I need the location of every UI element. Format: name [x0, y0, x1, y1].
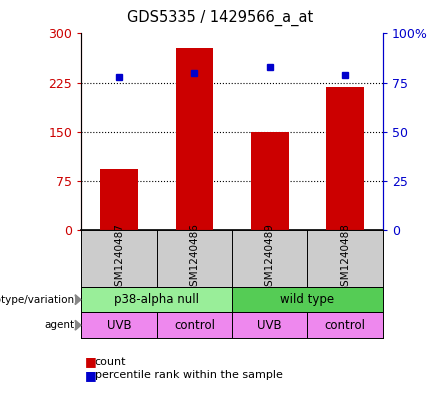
Bar — [100, 169, 138, 230]
Bar — [308, 312, 383, 338]
Bar — [81, 287, 232, 312]
Text: ■: ■ — [85, 355, 97, 368]
Text: ■: ■ — [85, 369, 97, 382]
Text: GDS5335 / 1429566_a_at: GDS5335 / 1429566_a_at — [127, 10, 313, 26]
Text: control: control — [174, 319, 215, 332]
Text: UVB: UVB — [107, 319, 132, 332]
Text: GSM1240486: GSM1240486 — [190, 224, 199, 293]
Text: control: control — [325, 319, 366, 332]
Text: GSM1240487: GSM1240487 — [114, 224, 124, 293]
Bar — [232, 312, 308, 338]
Bar — [176, 48, 213, 230]
Bar — [326, 87, 364, 230]
Bar — [157, 312, 232, 338]
Bar — [81, 312, 157, 338]
Text: p38-alpha null: p38-alpha null — [114, 293, 199, 306]
Text: agent: agent — [45, 320, 75, 330]
Text: GSM1240489: GSM1240489 — [265, 224, 275, 293]
Text: percentile rank within the sample: percentile rank within the sample — [95, 370, 282, 380]
Text: wild type: wild type — [280, 293, 334, 306]
Bar — [232, 287, 383, 312]
Text: count: count — [95, 356, 126, 367]
Text: genotype/variation: genotype/variation — [0, 295, 75, 305]
Text: GSM1240488: GSM1240488 — [340, 224, 350, 293]
Text: UVB: UVB — [257, 319, 282, 332]
Bar — [251, 132, 289, 230]
